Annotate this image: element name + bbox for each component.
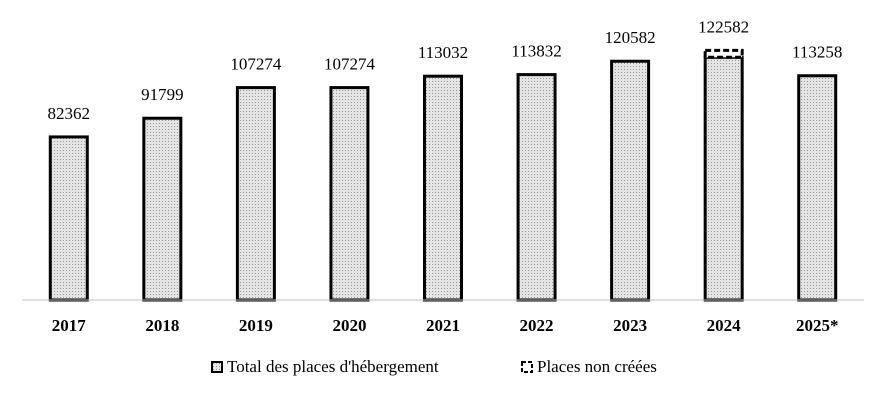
x-tick-label: 2019: [239, 316, 273, 335]
value-label: 91799: [141, 85, 184, 104]
value-label: 120582: [605, 28, 656, 47]
value-label: 107274: [324, 55, 376, 74]
bar: [610, 59, 651, 302]
value-label: 113032: [418, 43, 468, 62]
x-tick-label: 2023: [613, 316, 647, 335]
value-label: 122582: [698, 17, 749, 36]
x-tick-label: 2022: [520, 316, 554, 335]
legend-label: Places non créées: [537, 357, 657, 376]
bar: [235, 86, 276, 302]
x-tick-label: 2018: [145, 316, 179, 335]
x-tick-label: 2021: [426, 316, 460, 335]
value-label: 82362: [48, 104, 91, 123]
x-tick-label: 2025*: [796, 316, 839, 335]
value-label: 113258: [792, 43, 842, 62]
bar: [423, 74, 463, 302]
bar: [142, 116, 183, 302]
legend-swatch: [521, 361, 533, 373]
x-tick-label: 2020: [332, 316, 366, 335]
bar: [48, 135, 89, 302]
value-label: 113832: [511, 42, 561, 61]
x-tick-label: 2024: [707, 316, 742, 335]
legend-label: Total des places d'hébergement: [227, 357, 439, 376]
bar: [516, 73, 557, 302]
legend-swatch: [211, 361, 223, 373]
bar: [797, 74, 838, 302]
bar: [703, 55, 744, 302]
bar-segment: [703, 48, 744, 59]
x-tick-label: 2017: [52, 316, 87, 335]
value-label: 107274: [230, 55, 282, 74]
bar: [329, 86, 370, 302]
